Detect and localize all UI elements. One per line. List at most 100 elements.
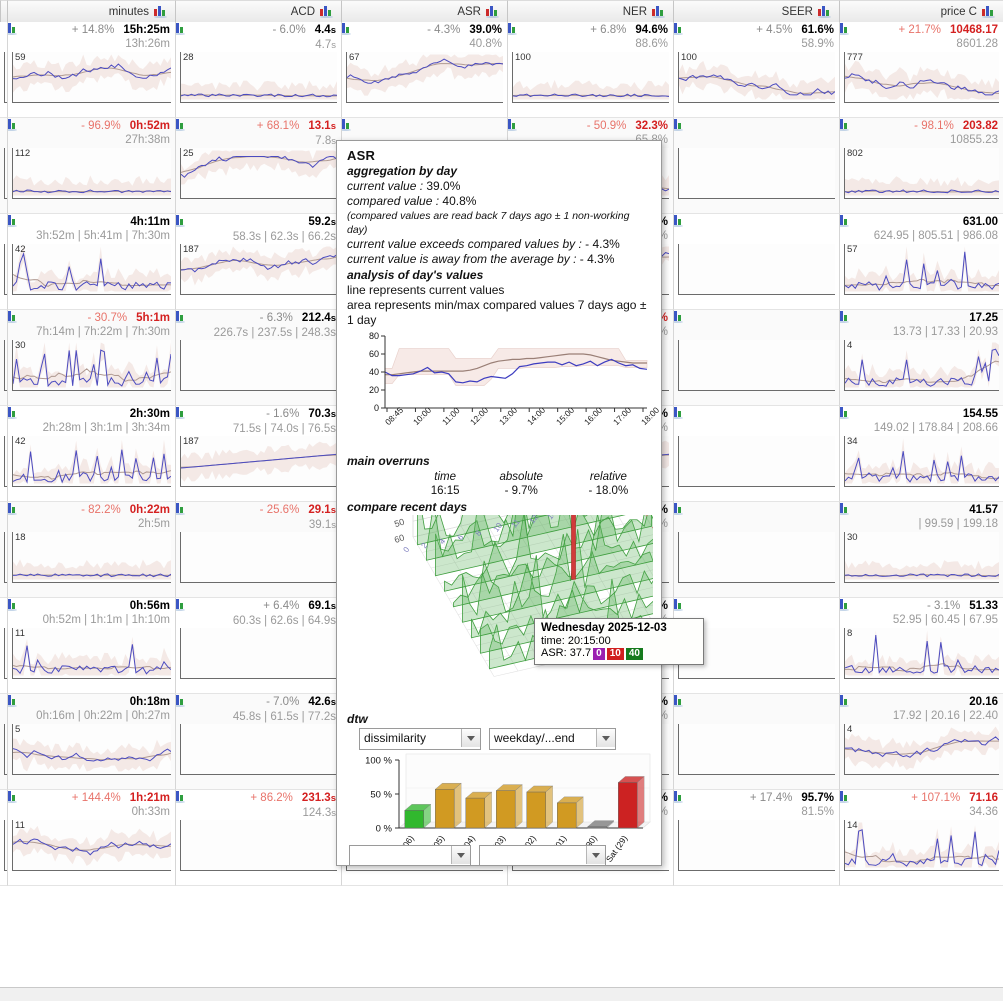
- column-header-ner[interactable]: NER: [508, 0, 674, 22]
- cell-seer[interactable]: [674, 694, 840, 790]
- cell-asr[interactable]: - 4.3% 39.0% 40.8% 67: [342, 22, 508, 118]
- bar-chart-icon[interactable]: [176, 22, 185, 35]
- bar-chart-icon[interactable]: [840, 502, 849, 515]
- cell-sparkline[interactable]: 802: [844, 148, 999, 199]
- cell-leading[interactable]: [0, 502, 8, 598]
- cell-sparkline[interactable]: 42: [12, 436, 171, 487]
- cell-sparkline[interactable]: [678, 820, 835, 871]
- cell-minutes[interactable]: + 144.4% 1h:21m 0h:33m 11: [8, 790, 176, 886]
- cell-sparkline[interactable]: 18: [12, 532, 171, 583]
- cell-sparkline[interactable]: 5: [12, 724, 171, 775]
- bar-chart-icon[interactable]: [840, 406, 849, 419]
- cell-price[interactable]: 20.16 17.92 | 20.16 | 22.40 4: [840, 694, 1003, 790]
- bar-chart-icon[interactable]: [176, 598, 185, 611]
- cell-sparkline[interactable]: [180, 724, 337, 775]
- bar-chart-icon[interactable]: [818, 5, 831, 18]
- chevron-down-icon[interactable]: [451, 846, 470, 864]
- bar-chart-icon[interactable]: [342, 22, 351, 35]
- cell-minutes[interactable]: + 14.8% 15h:25m 13h:26m 59: [8, 22, 176, 118]
- bar-chart-icon[interactable]: [486, 5, 499, 18]
- cell-sparkline[interactable]: 100: [678, 52, 835, 103]
- cell-sparkline[interactable]: 30: [12, 340, 171, 391]
- bar-chart-icon[interactable]: [176, 118, 185, 131]
- cell-leading[interactable]: [0, 214, 8, 310]
- cell-sparkline[interactable]: 57: [844, 244, 999, 295]
- cell-price[interactable]: 631.00 624.95 | 805.51 | 986.08 57: [840, 214, 1003, 310]
- bar-chart-icon[interactable]: [674, 790, 683, 803]
- bar-chart-icon[interactable]: [8, 502, 17, 515]
- bar-chart-icon[interactable]: [176, 694, 185, 707]
- cell-seer[interactable]: [674, 214, 840, 310]
- cell-sparkline[interactable]: [678, 724, 835, 775]
- column-header-minutes[interactable]: minutes: [8, 0, 176, 22]
- cell-seer[interactable]: [674, 406, 840, 502]
- column-header-asr[interactable]: ASR: [342, 0, 508, 22]
- cell-sparkline[interactable]: 11: [12, 820, 171, 871]
- cell-price[interactable]: + 107.1% 71.16 34.36 14: [840, 790, 1003, 886]
- bar-chart-icon[interactable]: [508, 118, 517, 131]
- cell-minutes[interactable]: - 96.9% 0h:52m 27h:38m 112: [8, 118, 176, 214]
- cell-price[interactable]: 17.25 13.73 | 17.33 | 20.93 4: [840, 310, 1003, 406]
- compare-recent-days-surface[interactable]: 6050403020100024681011121416182022SatFri…: [353, 515, 653, 710]
- cell-sparkline[interactable]: 8: [844, 628, 999, 679]
- cell-sparkline[interactable]: [180, 628, 337, 679]
- cell-sparkline[interactable]: 112: [12, 148, 171, 199]
- bar-chart-icon[interactable]: [8, 22, 17, 35]
- cell-sparkline[interactable]: 11: [12, 628, 171, 679]
- bar-chart-icon[interactable]: [674, 310, 683, 323]
- bar-chart-icon[interactable]: [342, 118, 351, 131]
- cell-sparkline[interactable]: [180, 820, 337, 871]
- chevron-down-icon[interactable]: [586, 846, 605, 864]
- cell-seer[interactable]: + 17.4% 95.7% 81.5%: [674, 790, 840, 886]
- cell-sparkline[interactable]: [180, 340, 337, 391]
- cell-seer[interactable]: [674, 598, 840, 694]
- bar-chart-icon[interactable]: [176, 214, 185, 227]
- bar-chart-icon[interactable]: [674, 118, 683, 131]
- column-header-price-c[interactable]: price C: [840, 0, 1003, 22]
- bar-chart-icon[interactable]: [674, 214, 683, 227]
- column-header-seer[interactable]: SEER: [674, 0, 840, 22]
- cell-sparkline[interactable]: 100: [512, 52, 669, 103]
- chevron-down-icon[interactable]: [596, 729, 615, 747]
- cell-leading[interactable]: [0, 598, 8, 694]
- cell-sparkline[interactable]: [678, 148, 835, 199]
- cell-price[interactable]: + 21.7% 10468.17 8601.28 777: [840, 22, 1003, 118]
- bar-chart-icon[interactable]: [320, 5, 333, 18]
- asr-detail-tooltip[interactable]: ASR aggregation by day current value : 3…: [336, 140, 662, 866]
- cell-minutes[interactable]: - 82.2% 0h:22m 2h:5m 18: [8, 502, 176, 598]
- table-row[interactable]: + 14.8% 15h:25m 13h:26m 59- 6.0% 4.4s 4.7s 28-…: [0, 22, 1003, 118]
- bar-chart-icon[interactable]: [840, 790, 849, 803]
- cell-sparkline[interactable]: 67: [346, 52, 503, 103]
- cell-leading[interactable]: [0, 790, 8, 886]
- cell-sparkline[interactable]: 187: [180, 436, 337, 487]
- cell-price[interactable]: - 98.1% 203.82 10855.23 802: [840, 118, 1003, 214]
- cell-minutes[interactable]: 0h:56m 0h:52m | 1h:1m | 1h:10m 11: [8, 598, 176, 694]
- cell-acd[interactable]: - 7.0% 42.6s 45.8s | 61.5s | 77.2s: [176, 694, 342, 790]
- column-header-acd[interactable]: ACD: [176, 0, 342, 22]
- cell-sparkline[interactable]: [678, 628, 835, 679]
- bar-chart-icon[interactable]: [674, 694, 683, 707]
- bar-chart-icon[interactable]: [176, 310, 185, 323]
- bar-chart-icon[interactable]: [8, 790, 17, 803]
- cell-sparkline[interactable]: 42: [12, 244, 171, 295]
- cell-minutes[interactable]: 2h:30m 2h:28m | 3h:1m | 3h:34m 42: [8, 406, 176, 502]
- dtw-grouping-select[interactable]: weekday/...end: [489, 728, 616, 750]
- bar-chart-icon[interactable]: [508, 22, 517, 35]
- table-row[interactable]: - 96.9% 0h:52m 27h:38m 112 + 68.1% 13.1s 7.8s 2…: [0, 118, 1003, 214]
- dtw-footer-select-1[interactable]: [349, 845, 471, 865]
- cell-sparkline[interactable]: [678, 244, 835, 295]
- cell-sparkline[interactable]: 187: [180, 244, 337, 295]
- cell-sparkline[interactable]: 4: [844, 340, 999, 391]
- cell-minutes[interactable]: 4h:11m 3h:52m | 5h:41m | 7h:30m 42: [8, 214, 176, 310]
- cell-sparkline[interactable]: 25: [180, 148, 337, 199]
- cell-price[interactable]: 41.57 | 99.59 | 199.18 30: [840, 502, 1003, 598]
- cell-sparkline[interactable]: 777: [844, 52, 999, 103]
- bar-chart-icon[interactable]: [840, 22, 849, 35]
- bar-chart-icon[interactable]: [8, 406, 17, 419]
- bar-chart-icon[interactable]: [840, 214, 849, 227]
- cell-acd[interactable]: - 6.3% 212.4s 226.7s | 237.5s | 248.3s: [176, 310, 342, 406]
- bar-chart-icon[interactable]: [176, 406, 185, 419]
- chevron-down-icon[interactable]: [461, 729, 480, 747]
- cell-acd[interactable]: - 25.6% 29.1s 39.1s: [176, 502, 342, 598]
- cell-price[interactable]: - 3.1% 51.33 52.95 | 60.45 | 67.95 8: [840, 598, 1003, 694]
